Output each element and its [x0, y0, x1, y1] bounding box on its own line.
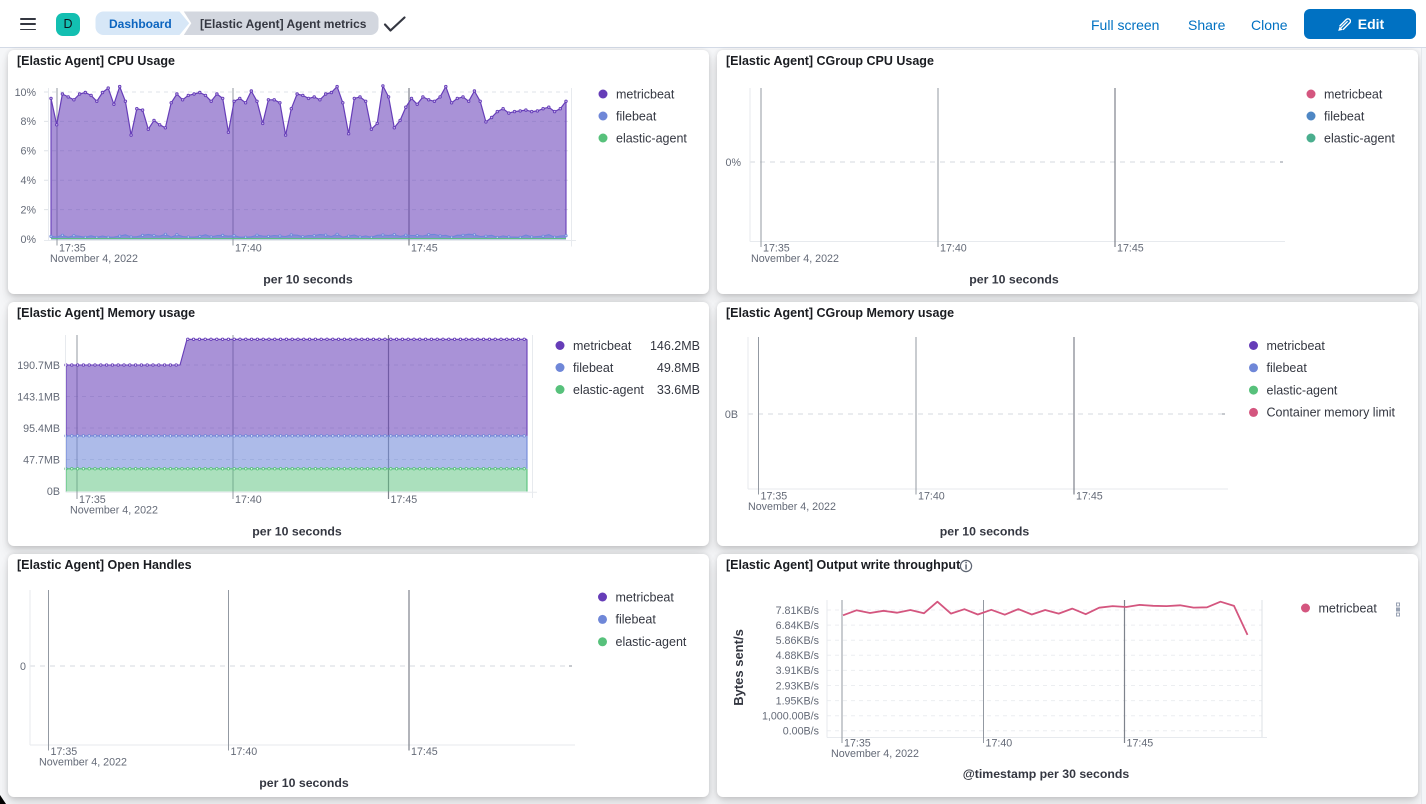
svg-text:17:45: 17:45: [391, 494, 418, 506]
svg-text:0%: 0%: [726, 157, 742, 169]
svg-text:1,000.00B/s: 1,000.00B/s: [762, 711, 819, 723]
svg-text:17:40: 17:40: [235, 494, 262, 506]
svg-text:November 4, 2022: November 4, 2022: [831, 748, 919, 760]
svg-text:6.84KB/s: 6.84KB/s: [776, 620, 819, 632]
svg-text:per 10 seconds: per 10 seconds: [263, 273, 353, 287]
svg-text:metricbeat: metricbeat: [1324, 87, 1383, 101]
svg-text:17:40: 17:40: [986, 738, 1013, 750]
svg-text:143.1MB: 143.1MB: [17, 391, 60, 403]
svg-text:17:40: 17:40: [231, 746, 258, 758]
svg-text:17:35: 17:35: [761, 491, 788, 503]
svg-text:17:35: 17:35: [59, 243, 86, 255]
svg-text:17:35: 17:35: [51, 746, 78, 758]
svg-text:Container memory limit: Container memory limit: [1267, 406, 1396, 420]
svg-text:metricbeat: metricbeat: [616, 87, 675, 101]
svg-text:17:45: 17:45: [1117, 243, 1144, 255]
svg-text:0%: 0%: [21, 234, 37, 246]
svg-text:17:40: 17:40: [235, 243, 262, 255]
svg-text:4.88KB/s: 4.88KB/s: [776, 650, 819, 662]
svg-text:17:35: 17:35: [79, 494, 106, 506]
svg-text:metricbeat: metricbeat: [1267, 339, 1326, 353]
svg-text:[Elastic Agent] Agent metrics: [Elastic Agent] Agent metrics: [200, 17, 367, 31]
svg-text:17:45: 17:45: [411, 746, 438, 758]
svg-text:17:40: 17:40: [940, 243, 967, 255]
svg-text:filebeat: filebeat: [573, 361, 614, 375]
svg-text:146.2MB: 146.2MB: [650, 339, 700, 353]
svg-text:per 10 seconds: per 10 seconds: [940, 525, 1030, 539]
svg-text:8%: 8%: [21, 116, 37, 128]
svg-text:November 4, 2022: November 4, 2022: [70, 505, 158, 517]
svg-text:2%: 2%: [21, 204, 37, 216]
svg-text:Dashboard: Dashboard: [109, 17, 172, 31]
svg-text:17:45: 17:45: [1127, 738, 1154, 750]
svg-text:2.93KB/s: 2.93KB/s: [776, 680, 819, 692]
svg-text:elastic-agent: elastic-agent: [573, 383, 644, 397]
svg-text:33.6MB: 33.6MB: [657, 383, 700, 397]
svg-text:17:45: 17:45: [1076, 491, 1103, 503]
svg-text:49.8MB: 49.8MB: [657, 361, 700, 375]
svg-text:November 4, 2022: November 4, 2022: [751, 253, 839, 265]
svg-text:0.00B/s: 0.00B/s: [783, 726, 819, 738]
svg-text:0B: 0B: [47, 486, 60, 498]
svg-text:7.81KB/s: 7.81KB/s: [776, 605, 819, 617]
svg-text:95.4MB: 95.4MB: [23, 423, 60, 435]
svg-text:17:45: 17:45: [411, 243, 438, 255]
svg-text:elastic-agent: elastic-agent: [1324, 131, 1395, 145]
svg-text:filebeat: filebeat: [616, 613, 657, 627]
svg-text:metricbeat: metricbeat: [1319, 601, 1378, 615]
svg-text:0B: 0B: [725, 409, 738, 421]
svg-text:per 10 seconds: per 10 seconds: [259, 776, 349, 790]
svg-text:metricbeat: metricbeat: [616, 590, 675, 604]
svg-text:November 4, 2022: November 4, 2022: [748, 501, 836, 513]
svg-text:17:35: 17:35: [844, 738, 871, 750]
svg-text:190.7MB: 190.7MB: [17, 360, 60, 372]
svg-text:6%: 6%: [21, 146, 37, 158]
svg-text:per 10 seconds: per 10 seconds: [969, 273, 1059, 287]
svg-text:@timestamp per 30 seconds: @timestamp per 30 seconds: [963, 767, 1130, 781]
svg-text:elastic-agent: elastic-agent: [616, 635, 687, 649]
svg-text:5.86KB/s: 5.86KB/s: [776, 635, 819, 647]
svg-text:Bytes sent/s: Bytes sent/s: [731, 629, 746, 706]
svg-text:elastic-agent: elastic-agent: [616, 131, 687, 145]
svg-text:1.95KB/s: 1.95KB/s: [776, 695, 819, 707]
svg-text:4%: 4%: [21, 175, 37, 187]
svg-text:filebeat: filebeat: [1324, 109, 1365, 123]
svg-text:17:40: 17:40: [918, 491, 945, 503]
svg-text:November 4, 2022: November 4, 2022: [39, 757, 127, 769]
svg-text:elastic-agent: elastic-agent: [1267, 383, 1338, 397]
svg-text:filebeat: filebeat: [616, 109, 657, 123]
svg-text:per 10 seconds: per 10 seconds: [252, 525, 342, 539]
svg-text:47.7MB: 47.7MB: [23, 454, 60, 466]
svg-text:November 4, 2022: November 4, 2022: [50, 253, 138, 265]
svg-text:metricbeat: metricbeat: [573, 339, 632, 353]
svg-text:17:35: 17:35: [763, 243, 790, 255]
svg-text:filebeat: filebeat: [1267, 361, 1308, 375]
svg-text:0: 0: [20, 661, 26, 673]
svg-text:10%: 10%: [15, 87, 37, 99]
svg-text:3.91KB/s: 3.91KB/s: [776, 665, 819, 677]
